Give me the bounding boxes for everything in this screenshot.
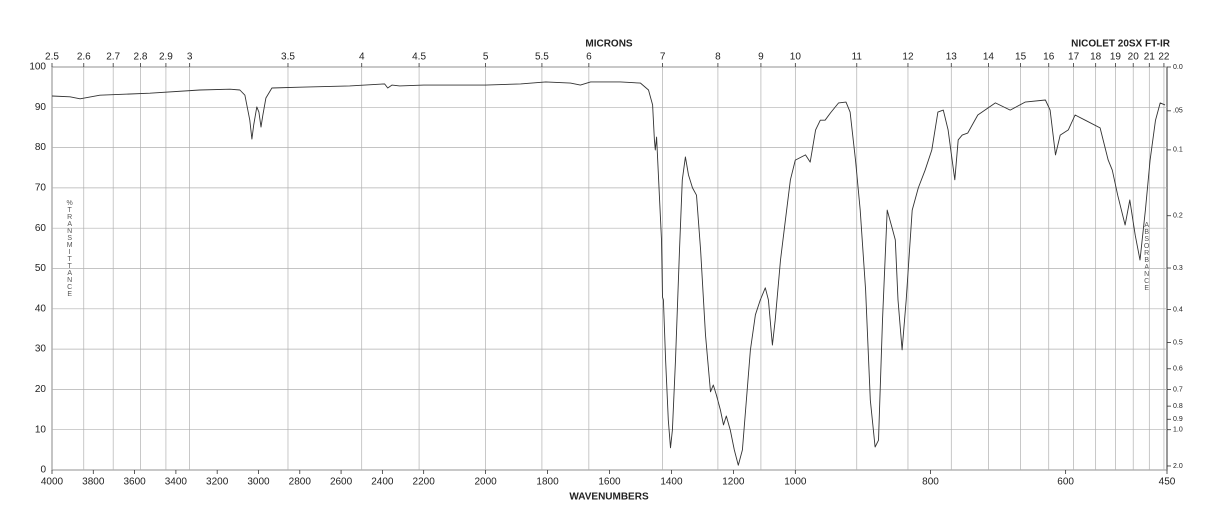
y2-tick-label: 2.0 — [1173, 463, 1183, 470]
x-tick-label: 450 — [1159, 477, 1176, 488]
y2-tick-label: 0.8 — [1173, 403, 1183, 410]
y2-tick-label: 0.0 — [1173, 64, 1183, 71]
x-tick-label: 2200 — [413, 477, 436, 488]
y-tick-label: 70 — [35, 183, 47, 194]
x2-tick-label: 17 — [1068, 52, 1080, 63]
x2-tick-label: 15 — [1015, 52, 1027, 63]
x-tick-label: 3200 — [206, 477, 229, 488]
x2-tick-label: 19 — [1110, 52, 1122, 63]
y2-tick-label: 0.9 — [1173, 416, 1183, 423]
x2-tick-label: 6 — [586, 52, 592, 63]
x-tick-label: 1000 — [784, 477, 807, 488]
x-tick-label: 800 — [922, 477, 939, 488]
x-tick-label: 600 — [1057, 477, 1074, 488]
y2-tick-label: 0.7 — [1173, 386, 1183, 393]
x2-tick-label: 13 — [946, 52, 958, 63]
x2-tick-label: 5 — [483, 52, 489, 63]
x2-tick-label: 11 — [852, 52, 863, 63]
y-tick-label: 30 — [35, 344, 47, 355]
x2-tick-label: 2.7 — [106, 52, 120, 63]
y2-tick-label: 0.4 — [1173, 306, 1183, 313]
y-tick-label: 100 — [29, 62, 46, 73]
y2-tick-label: 0.2 — [1173, 213, 1183, 220]
x2-tick-label: 3.5 — [281, 52, 295, 63]
x2-tick-label: 22 — [1158, 52, 1170, 63]
x2-tick-label: 16 — [1043, 52, 1055, 63]
x-tick-label: 1600 — [598, 477, 621, 488]
x2-tick-label: 14 — [983, 52, 995, 63]
x2-tick-label: 10 — [790, 52, 802, 63]
x2-tick-label: 7 — [660, 52, 666, 63]
x2-tick-label: 21 — [1144, 52, 1156, 63]
x-tick-label: 2400 — [371, 477, 394, 488]
x-tick-label: 1400 — [660, 477, 683, 488]
x2-tick-label: 8 — [715, 52, 721, 63]
y2-tick-label: 0.3 — [1173, 265, 1183, 272]
y-tick-label: 50 — [35, 263, 47, 274]
x-tick-label: 3800 — [82, 477, 105, 488]
x2-tick-label: 3 — [187, 52, 193, 63]
x2-tick-label: 5.5 — [535, 52, 549, 63]
y2-tick-label: .05 — [1173, 108, 1183, 115]
y-tick-label: 40 — [35, 303, 47, 314]
x-tick-label: 2800 — [289, 477, 312, 488]
x-tick-label: 3600 — [123, 477, 146, 488]
y2-tick-label: 0.1 — [1173, 147, 1183, 154]
x2-tick-label: 2.9 — [159, 52, 173, 63]
x-tick-label: 3000 — [247, 477, 270, 488]
x-axis-label: WAVENUMBERS — [569, 492, 649, 503]
x-tick-label: 1800 — [536, 477, 559, 488]
annotation: NICOLET 20SX FT-IR — [1071, 39, 1171, 50]
y-tick-label: 80 — [35, 142, 47, 153]
spectrum-line — [51, 81, 1166, 466]
x-tick-label: 2600 — [330, 477, 353, 488]
y2-tick-label: 0.6 — [1173, 366, 1183, 373]
x-tick-label: 4000 — [41, 477, 64, 488]
y-tick-label: 90 — [35, 102, 47, 113]
y-tick-label: 10 — [35, 424, 47, 435]
y2-tick-label: 0.5 — [1173, 339, 1183, 346]
y-tick-label: 60 — [35, 223, 47, 234]
x2-tick-label: 4.5 — [412, 52, 426, 63]
x2-tick-label: 2.8 — [134, 52, 148, 63]
x-tick-label: 1200 — [722, 477, 745, 488]
y-tick-label: 0 — [40, 465, 46, 476]
y2-axis-label: ABSORBANCE — [1143, 222, 1150, 292]
x2-tick-label: 2.6 — [77, 52, 91, 63]
y2-tick-label: 1.0 — [1173, 427, 1183, 434]
x2-tick-label: 4 — [359, 52, 365, 63]
x2-tick-label: 9 — [758, 52, 764, 63]
y-axis-label: %TRANSMITTANCE — [66, 200, 73, 298]
x2-tick-label: 12 — [902, 52, 914, 63]
x2-tick-label: 20 — [1128, 52, 1140, 63]
x-tick-label: 2000 — [474, 477, 497, 488]
x2-axis-label: MICRONS — [585, 39, 633, 50]
y-tick-label: 20 — [35, 384, 47, 395]
x2-tick-label: 18 — [1090, 52, 1102, 63]
x-tick-label: 3400 — [165, 477, 188, 488]
x2-tick-label: 2.5 — [45, 52, 59, 63]
